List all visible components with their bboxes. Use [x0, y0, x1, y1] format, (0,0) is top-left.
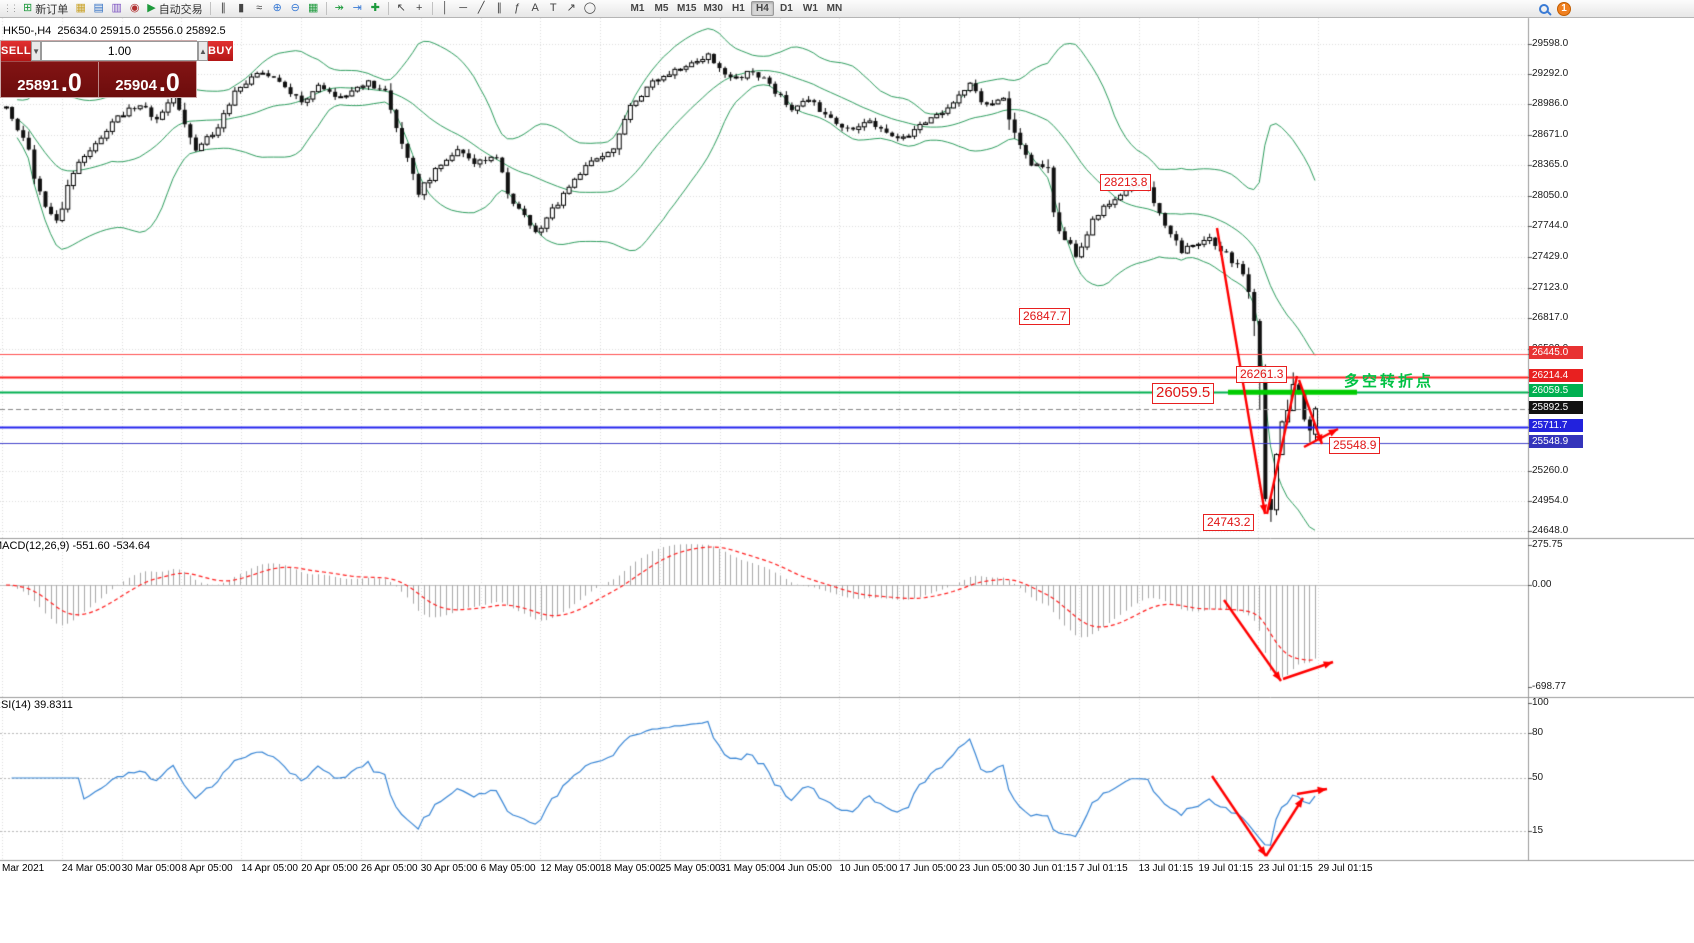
- auto-scroll-icon: ↠: [334, 2, 344, 14]
- timeframe-mn[interactable]: MN: [826, 3, 843, 14]
- toolbar-separator: [387, 2, 389, 15]
- volume-input[interactable]: [41, 41, 199, 61]
- trendline-tool[interactable]: ╱: [473, 1, 490, 17]
- data-window-icon: ▥: [111, 2, 122, 14]
- fibonacci-tool[interactable]: ƒ: [509, 1, 526, 17]
- timeframe-w1[interactable]: W1: [802, 3, 818, 14]
- toolbar: ⋮⋮ ⊞ 新订单 ▦ ▤ ▥ ◉ ▶ 自动交易 ∥ ▮ ≈ ⊕ ⊖ ▦ ↠ ⇥ …: [0, 0, 1694, 18]
- text-label-tool[interactable]: T: [545, 1, 562, 17]
- sell-price-decimal: .0: [60, 68, 82, 97]
- bar-chart-mode-button[interactable]: ∥: [215, 1, 232, 17]
- horizontal-line-tool[interactable]: ─: [455, 1, 472, 17]
- line-chart-icon: ≈: [256, 2, 263, 14]
- volume-dropdown[interactable]: ▼: [31, 41, 42, 61]
- chart-window-icon: ▦: [75, 2, 86, 14]
- new-order-button[interactable]: ⊞ 新订单: [20, 1, 71, 17]
- market-watch-button[interactable]: ▤: [90, 1, 107, 17]
- indicators-icon: ✚: [370, 2, 380, 14]
- toolbar-separator: [431, 2, 433, 15]
- market-watch-icon: ▤: [93, 2, 104, 14]
- navigator-button[interactable]: ◉: [126, 1, 143, 17]
- chart-shift-button[interactable]: ⇥: [349, 1, 366, 17]
- autotrade-play-icon: ▶: [147, 2, 156, 14]
- bar-chart-icon: ∥: [220, 2, 226, 14]
- candle-chart-mode-button[interactable]: ▮: [233, 1, 250, 17]
- crosshair-tool-button[interactable]: +: [411, 1, 428, 17]
- new-order-icon: ⊞: [23, 2, 33, 14]
- timeframe-m30[interactable]: M30: [703, 3, 723, 14]
- autotrade-label: 自动交易: [158, 3, 203, 16]
- vertical-line-tool[interactable]: │: [437, 1, 454, 17]
- vertical-line-icon: │: [441, 2, 449, 14]
- timeframe-h1[interactable]: H1: [732, 3, 745, 14]
- horizontal-line-icon: ─: [459, 2, 468, 14]
- timeframe-m15[interactable]: M15: [677, 3, 697, 14]
- arrow-icon: ↗: [566, 2, 576, 14]
- notification-badge[interactable]: 1: [1557, 1, 1571, 16]
- tile-windows-button[interactable]: ▦: [305, 1, 322, 17]
- indicators-button[interactable]: ✚: [367, 1, 384, 17]
- toolbar-right-group: 1: [1539, 1, 1571, 16]
- zoom-in-icon: ⊕: [272, 2, 282, 14]
- cursor-tool-button[interactable]: ↖: [393, 1, 410, 17]
- tile-windows-icon: ▦: [307, 2, 319, 14]
- toolbar-grip[interactable]: ⋮⋮: [3, 3, 19, 13]
- shapes-tool[interactable]: ◯: [581, 1, 599, 17]
- arrows-tool[interactable]: ↗: [563, 1, 580, 17]
- navigator-icon: ◉: [129, 2, 140, 14]
- candlestick-icon: ▮: [238, 2, 245, 14]
- toolbar-separator: [209, 2, 211, 15]
- search-icon[interactable]: [1539, 3, 1549, 14]
- text-label-icon: T: [549, 2, 557, 14]
- new-order-label: 新订单: [35, 3, 69, 16]
- zoom-out-icon: ⊖: [290, 2, 300, 14]
- zoom-out-button[interactable]: ⊖: [287, 1, 304, 17]
- text-tool[interactable]: A: [527, 1, 544, 17]
- auto-scroll-button[interactable]: ↠: [331, 1, 348, 17]
- volume-stepper[interactable]: ▲: [198, 41, 208, 61]
- fibonacci-icon: ƒ: [514, 2, 521, 14]
- sell-button[interactable]: SELL: [1, 41, 32, 61]
- one-click-trading-panel: SELL ▼ ▲ BUY 25891 .0 25904 .0: [0, 40, 233, 98]
- new-chart-button[interactable]: ▦: [72, 1, 89, 17]
- buy-price-main: 25904: [115, 77, 157, 94]
- shapes-icon: ◯: [583, 2, 596, 14]
- timeframe-h4[interactable]: H4: [750, 1, 774, 16]
- buy-price-decimal: .0: [158, 68, 180, 97]
- sell-price[interactable]: 25891 .0: [1, 62, 98, 97]
- chart-shift-icon: ⇥: [352, 2, 362, 14]
- cursor-icon: ↖: [396, 2, 406, 14]
- timeframe-m1[interactable]: M1: [630, 3, 645, 14]
- timeframe-m5[interactable]: M5: [654, 3, 669, 14]
- channel-tool[interactable]: ∥: [491, 1, 508, 17]
- channel-icon: ∥: [496, 2, 502, 14]
- timeframe-toolbar: M1 M5 M15 M30 H1 H4 D1 W1 MN: [626, 1, 846, 16]
- data-window-button[interactable]: ▥: [108, 1, 125, 17]
- zoom-in-button[interactable]: ⊕: [269, 1, 286, 17]
- autotrade-button[interactable]: ▶ 自动交易: [144, 1, 205, 17]
- timeframe-d1[interactable]: D1: [780, 3, 793, 14]
- toolbar-separator: [325, 2, 327, 15]
- text-icon: A: [531, 2, 539, 14]
- line-chart-mode-button[interactable]: ≈: [251, 1, 268, 17]
- buy-button[interactable]: BUY: [207, 41, 233, 61]
- crosshair-icon: +: [415, 2, 423, 14]
- buy-price[interactable]: 25904 .0: [98, 62, 196, 97]
- trendline-icon: ╱: [477, 2, 485, 14]
- sell-price-main: 25891: [17, 77, 59, 94]
